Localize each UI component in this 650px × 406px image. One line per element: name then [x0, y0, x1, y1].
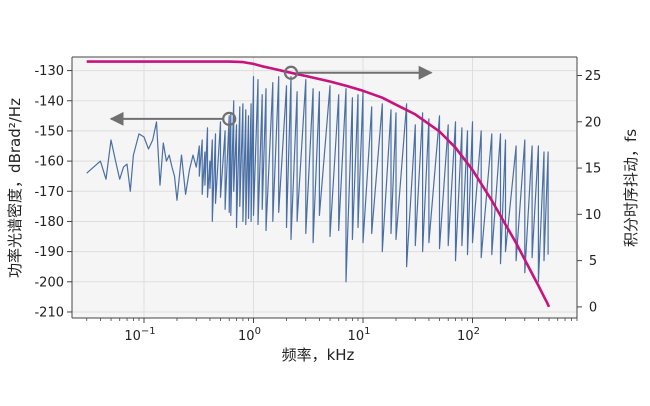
axes	[67, 56, 582, 323]
y-left-tick-label: -160	[34, 155, 64, 170]
tick-labels: 10−1 100 101 102-130-140-150-160-170-180-19…	[34, 64, 601, 344]
annotation-marker-circle	[222, 111, 237, 126]
y-left-tick-label: -190	[34, 245, 64, 260]
y-right-tick-label: 25	[585, 69, 602, 84]
plot-background	[72, 57, 577, 318]
x-tick-label: 101	[348, 326, 371, 344]
x-tick-label-exponent: 1	[364, 326, 370, 337]
y-right-tick-label: 0	[589, 300, 597, 315]
annotation-layer	[109, 65, 433, 126]
integrated-jitter-series	[86, 60, 551, 308]
y-right-tick-label: 5	[589, 254, 597, 269]
x-tick-label: 102	[457, 326, 480, 344]
plot-area	[72, 57, 577, 318]
y-left-tick-label: -140	[34, 94, 64, 109]
annotation-marker-circle	[283, 65, 299, 80]
y-left-tick-label: -180	[34, 215, 64, 230]
y-left-tick-label: -170	[34, 185, 64, 200]
y-left-tick-label: -200	[34, 275, 64, 290]
x-tick-label: 10−1	[124, 326, 155, 344]
y-axis-right-label: 积分时序抖动，fs	[622, 129, 640, 247]
y-right-tick-label: 10	[585, 208, 602, 223]
phase-noise-psd-series	[86, 76, 549, 283]
y-right-tick-label: 15	[585, 162, 602, 177]
x-tick-label-exponent: −1	[141, 326, 156, 337]
y-right-tick-label: 20	[585, 115, 602, 130]
series-layer	[86, 60, 551, 308]
gridlines	[72, 57, 577, 318]
y-axis-left-label: 功率光谱密度，dBrad²/Hz	[6, 98, 24, 278]
x-tick-label-exponent: 2	[474, 326, 480, 337]
x-axis-label: 频率，kHz	[282, 346, 355, 364]
y-left-tick-label: -210	[34, 305, 64, 320]
x-tick-label-exponent: 0	[255, 326, 261, 337]
x-tick-label: 100	[238, 326, 261, 344]
y-left-tick-label: -130	[34, 64, 64, 79]
y-left-tick-label: -150	[34, 124, 64, 139]
